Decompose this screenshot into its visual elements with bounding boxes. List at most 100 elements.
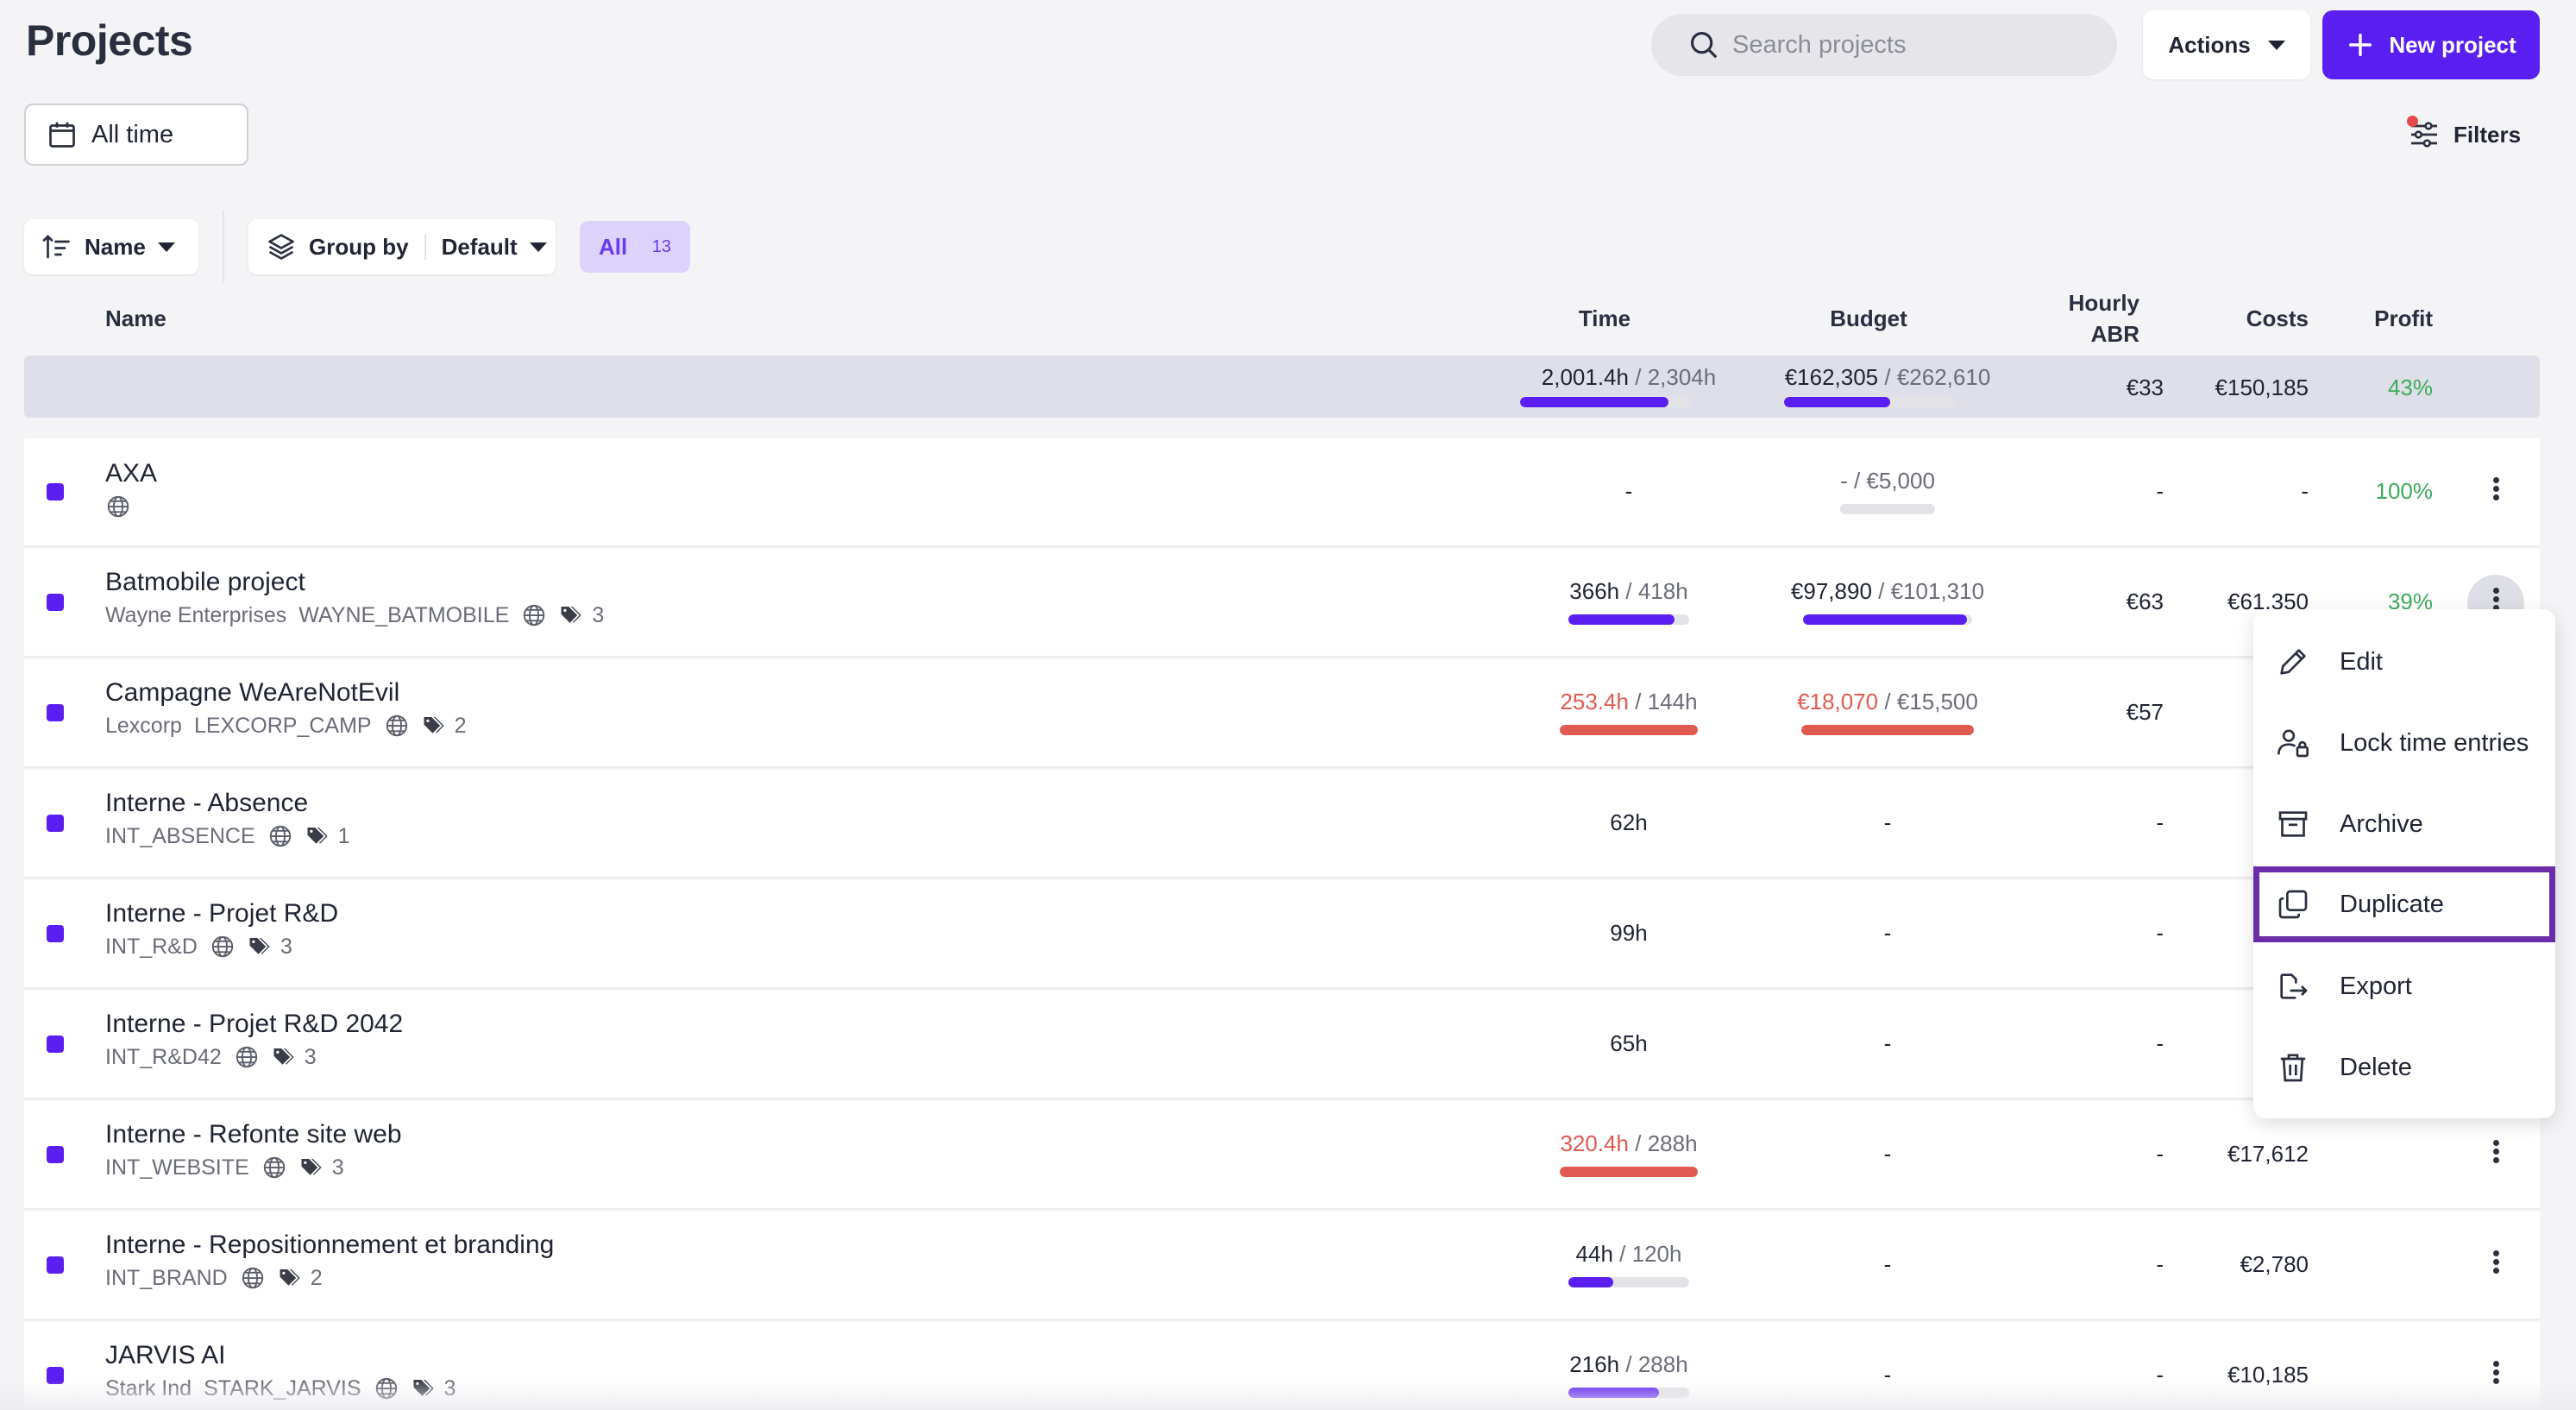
group-by-label: Group by <box>309 233 409 260</box>
menu-item-label: Archive <box>2340 809 2423 838</box>
project-name[interactable]: Interne - Projet R&D 2042 <box>105 1010 404 1038</box>
project-name[interactable]: Interne - Projet R&D <box>105 899 339 928</box>
project-tags: 3 <box>248 934 292 960</box>
project-tags: 2 <box>278 1265 323 1291</box>
project-tags: 1 <box>305 823 350 849</box>
column-header-time[interactable]: Time <box>1578 305 1631 331</box>
table-row[interactable]: AXA - - / €5,000 - - 100% <box>24 438 2540 547</box>
project-budget: - <box>1758 1251 2017 1278</box>
filter-active-badge <box>2407 116 2418 127</box>
project-time-bar <box>1568 614 1689 625</box>
project-color-swatch <box>47 704 64 721</box>
sort-label: Name <box>85 233 146 260</box>
project-budget-used: - <box>1883 1362 1892 1388</box>
project-budget: - <box>1758 809 2017 836</box>
globe-icon <box>242 1267 263 1289</box>
project-hourly-abr: - <box>2156 809 2164 835</box>
tags-icon <box>424 717 444 733</box>
filter-all-chip[interactable]: All 13 <box>580 221 690 273</box>
summary-time: 2,001.4h / 2,304h <box>1518 364 1739 391</box>
more-options-icon[interactable] <box>2491 1137 2501 1166</box>
actions-label: Actions <box>2168 31 2251 58</box>
more-options-icon[interactable] <box>2491 475 2501 503</box>
table-row[interactable]: Interne - Projet R&D 2042 INT_R&D42 3 65h - -… <box>24 991 2540 1099</box>
project-budget-total: €15,500 <box>1896 689 1978 714</box>
project-meta: Wayne Enterprises WAYNE_BATMOBILE 3 <box>105 602 604 628</box>
summary-budget-used: €162,305 <box>1784 364 1879 390</box>
project-time-used: 99h <box>1610 920 1648 946</box>
globe-icon <box>269 825 291 847</box>
project-time-used: 216h <box>1569 1351 1620 1377</box>
project-name[interactable]: Batmobile project <box>105 568 305 596</box>
project-budget-total: €101,310 <box>1890 578 1985 604</box>
project-budget-sep: / <box>1878 578 1885 604</box>
column-header-budget[interactable]: Budget <box>1830 305 1907 331</box>
group-by-select[interactable]: Group by Default <box>248 219 556 274</box>
column-header-profit[interactable]: Profit <box>2374 305 2433 331</box>
project-color-swatch <box>47 483 64 500</box>
more-options-icon[interactable] <box>2491 585 2501 614</box>
column-header-hourly[interactable]: Hourly <box>2068 290 2139 316</box>
menu-item-export[interactable]: Export <box>2253 954 2555 1018</box>
project-time-bar-fill <box>1568 1277 1613 1287</box>
search-input[interactable] <box>1732 30 2095 60</box>
project-color-swatch <box>47 1035 64 1053</box>
column-header-costs[interactable]: Costs <box>2246 305 2309 331</box>
more-options-icon[interactable] <box>2491 1248 2501 1276</box>
project-name[interactable]: Interne - Repositionnement et branding <box>105 1231 555 1259</box>
project-budget-used: - <box>1883 1030 1892 1056</box>
column-header-abr[interactable]: ABR <box>2090 321 2139 347</box>
project-time-bar <box>1568 1277 1689 1287</box>
filters-label: Filters <box>2453 121 2522 148</box>
project-budget-used: - / <box>1840 468 1861 494</box>
project-hourly-abr: - <box>2156 478 2164 504</box>
layers-icon <box>268 234 294 260</box>
summary-profit: 43% <box>2387 375 2433 400</box>
date-range-label: All time <box>91 120 174 148</box>
project-time: 366h / 418h <box>1518 578 1739 605</box>
user-lock-icon <box>2278 729 2309 758</box>
project-time-used: 44h <box>1575 1241 1613 1267</box>
project-hourly-abr: - <box>2156 920 2164 946</box>
project-time-total: 288h <box>1637 1351 1688 1377</box>
menu-item-archive[interactable]: Archive <box>2253 792 2555 856</box>
menu-item-lock-time-entries[interactable]: Lock time entries <box>2253 711 2555 775</box>
project-budget: - <box>1758 1141 2017 1168</box>
project-time: 44h / 120h <box>1518 1241 1739 1268</box>
project-time-total: 120h <box>1631 1241 1682 1267</box>
project-tag-count: 3 <box>592 602 605 627</box>
plus-icon <box>2349 33 2372 57</box>
project-tags: 3 <box>559 602 604 628</box>
new-project-button[interactable]: New project <box>2322 10 2540 79</box>
menu-item-delete[interactable]: Delete <box>2253 1035 2555 1099</box>
duplicate-icon <box>2278 890 2308 919</box>
search-box[interactable] <box>1651 14 2117 76</box>
project-name[interactable]: Interne - Absence <box>105 789 309 817</box>
project-name[interactable]: JARVIS AI <box>105 1341 226 1369</box>
table-row[interactable]: Interne - Repositionnement et branding IN… <box>24 1212 2540 1320</box>
actions-button[interactable]: Actions <box>2143 10 2310 79</box>
summary-budget-bar <box>1784 397 1955 407</box>
group-by-separator <box>424 234 426 260</box>
menu-item-label: Edit <box>2340 647 2383 676</box>
globe-icon <box>107 495 129 518</box>
menu-item-duplicate[interactable]: Duplicate <box>2253 866 2555 942</box>
project-name[interactable]: Interne - Refonte site web <box>105 1120 402 1149</box>
date-range-button[interactable]: All time <box>24 104 248 166</box>
sort-button[interactable]: Name <box>24 219 198 274</box>
table-row[interactable]: Interne - Refonte site web INT_WEBSITE 3 32… <box>24 1101 2540 1210</box>
menu-item-edit[interactable]: Edit <box>2253 630 2555 694</box>
project-budget-bar <box>1801 725 1974 735</box>
table-row[interactable]: Campagne WeAreNotEvil Lexcorp LEXCORP_CAMP… <box>24 659 2540 768</box>
table-row[interactable]: Batmobile project Wayne Enterprises WAYNE_… <box>24 549 2540 658</box>
project-name[interactable]: AXA <box>105 459 158 488</box>
project-tags: 2 <box>422 713 466 739</box>
project-profit: 100% <box>2375 478 2434 504</box>
project-name[interactable]: Campagne WeAreNotEvil <box>105 678 400 707</box>
filters-button[interactable]: Filters <box>2407 112 2521 157</box>
column-header-name[interactable]: Name <box>105 305 166 331</box>
project-time-total: 288h <box>1647 1130 1698 1156</box>
project-time-bar-fill <box>1568 614 1675 625</box>
